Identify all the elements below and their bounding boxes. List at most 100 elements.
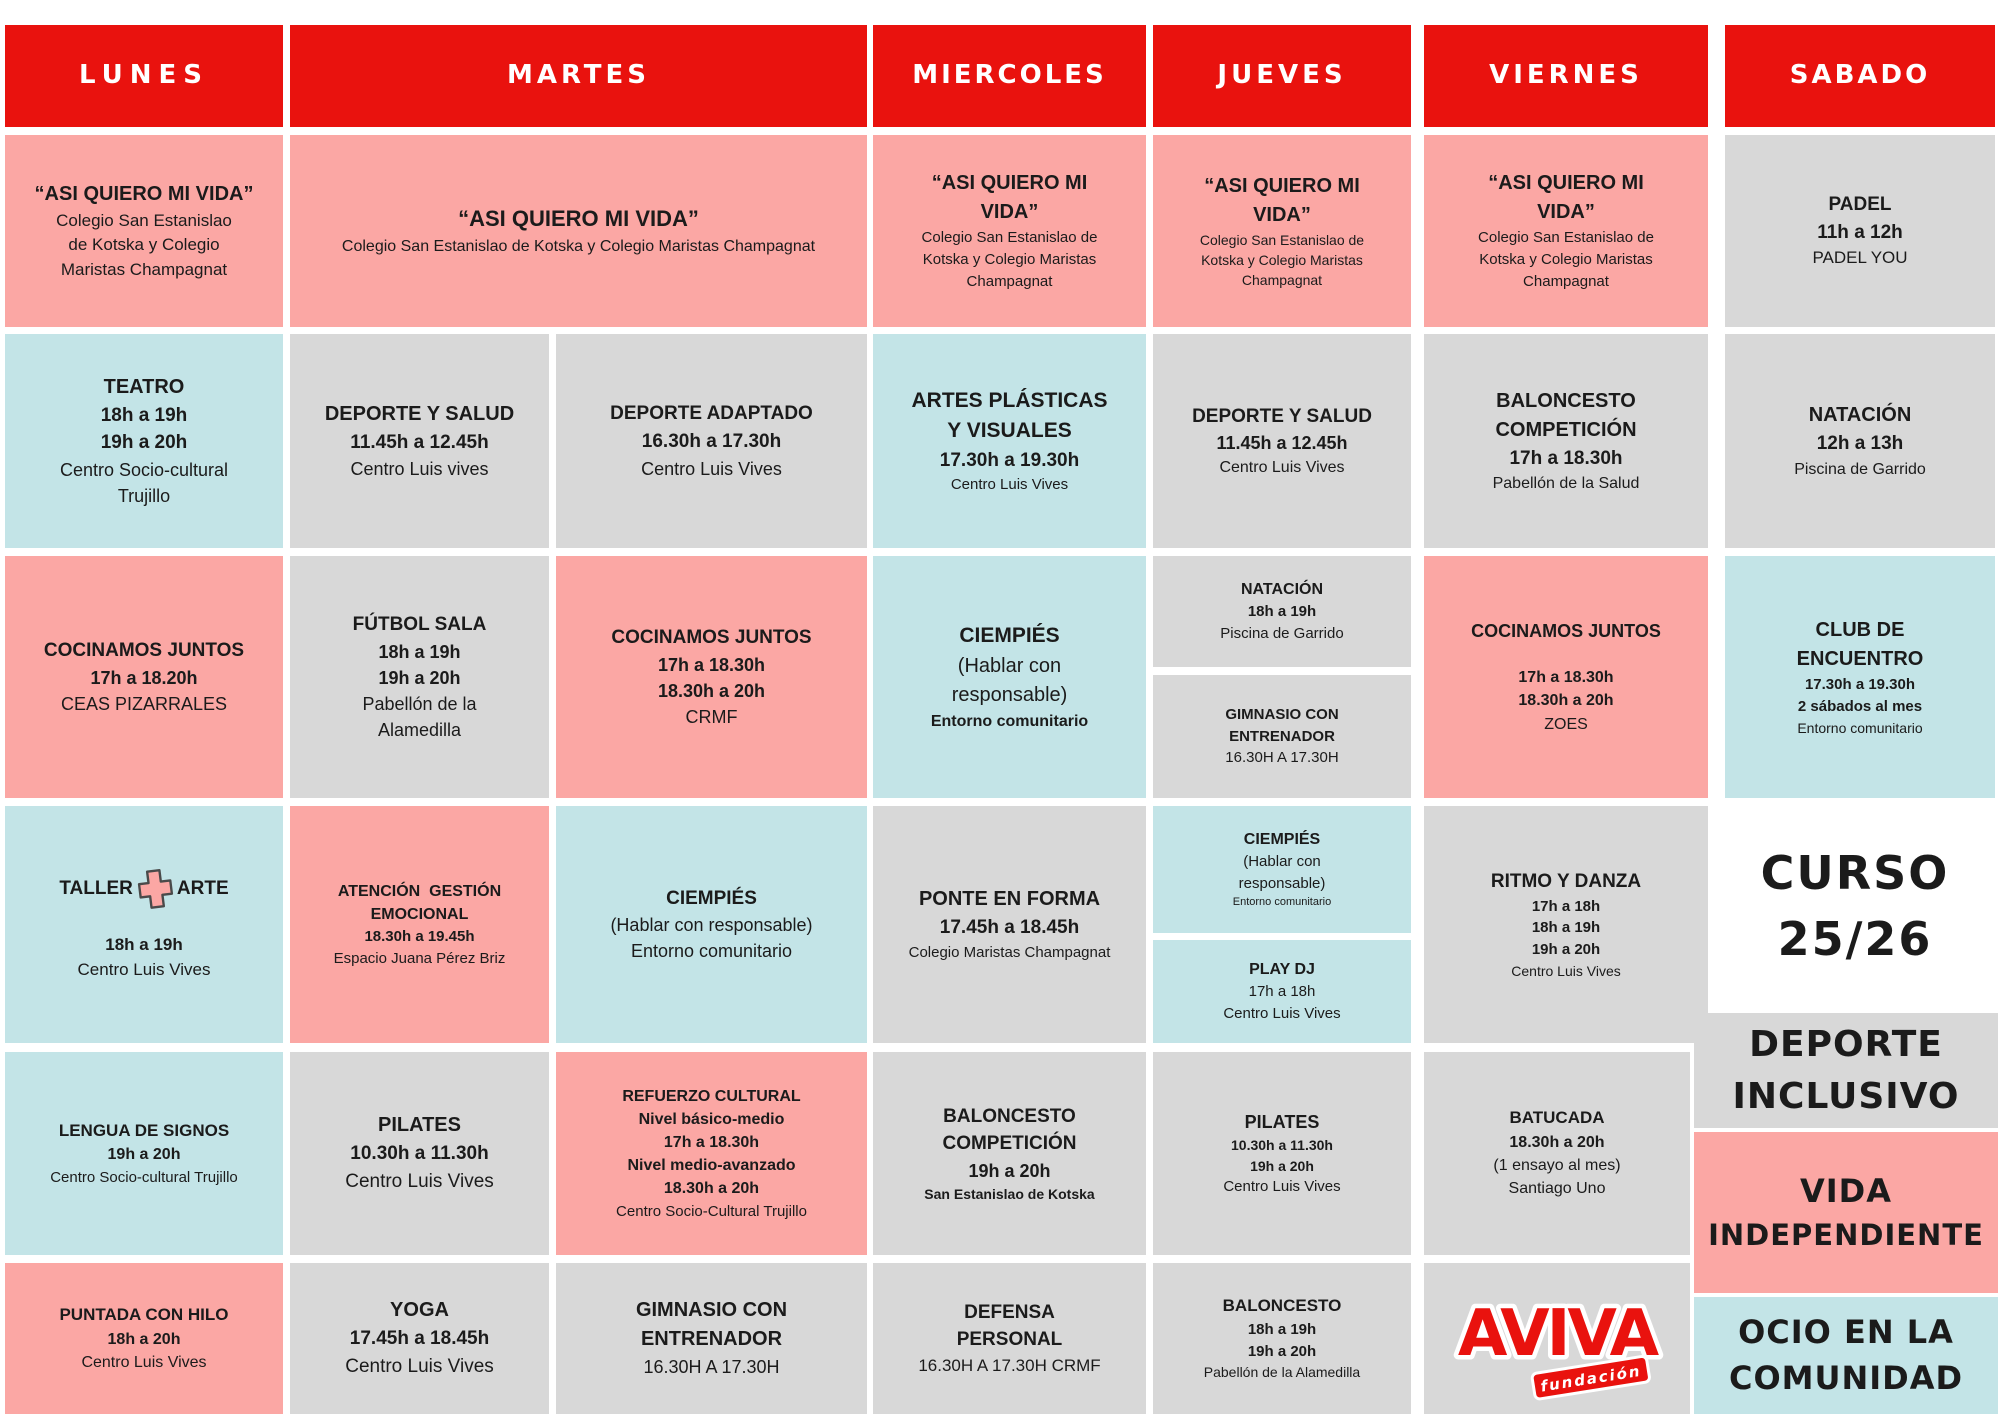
cell-r1-viernes-line-0: “ASI QUIERO MI (1488, 172, 1644, 195)
cell-r1-sabado-line-0: PADEL (1828, 194, 1892, 216)
cell-r2-martes-b-line-1: 16.30h a 17.30h (641, 430, 782, 452)
cell-r4-jueves-b-line-2: Centro Luis Vives (1223, 1005, 1341, 1023)
cell-r2-miercoles-line-1: Y VISUALES (947, 419, 1072, 443)
cell-r3-martes-a: FÚTBOL SALA 18h a 19h 19h a 20h Pabellón de… (290, 556, 549, 798)
cell-r1-lunes-line-0: “ASI QUIERO MI VIDA” (34, 182, 254, 205)
cell-r1-lunes-line-2: de Kotska y Colegio (68, 235, 220, 255)
cell-r3-miercoles-line-2: responsable) (951, 683, 1068, 706)
cell-r4-martes-a-line-3: Espacio Juana Pérez Briz (333, 949, 506, 967)
cell-r5-viernes: BATUCADA 18.30h a 20h (1 ensayo al mes) San… (1424, 1052, 1690, 1255)
cell-r3-jueves-b-line-1: ENTRENADOR (1229, 727, 1335, 745)
cell-r6-martes-b-line-0: GIMNASIO CON (635, 1299, 788, 1322)
cell-r2-sabado-line-2: Piscina de Garrido (1794, 460, 1926, 478)
legend-deporte-inclusivo: DEPORTE INCLUSIVO (1694, 1013, 1998, 1128)
cell-r2-viernes-line-2: 17h a 18.30h (1509, 447, 1623, 469)
cell-r2-viernes-line-3: Pabellón de la Salud (1492, 475, 1640, 493)
cell-r2-martes-b-line-2: Centro Luis Vives (641, 458, 782, 479)
cell-r5-viernes-line-2: (1 ensayo al mes) (1493, 1157, 1621, 1175)
cell-r3-miercoles-line-1: (Hablar con (957, 654, 1062, 677)
cell-r1-miercoles-line-2: Colegio San Estanislao de (921, 229, 1098, 247)
cell-r4-lunes-word-left: TALLER (59, 878, 133, 900)
cell-r1-lunes: “ASI QUIERO MI VIDA” Colegio San Estanisl… (5, 135, 283, 327)
header-jueves: JUEVES (1153, 25, 1411, 127)
cell-r4-jueves-a: CIEMPIÉS (Hablar con responsable) Entorno c… (1153, 806, 1411, 933)
cell-r4-lunes-line-0: TALLER ARTE (59, 867, 229, 911)
cell-r6-miercoles-line-2: 16.30H A 17.30H CRMF (918, 1355, 1101, 1375)
cell-r3-sabado-line-2: 17.30h a 19.30h (1804, 676, 1916, 694)
cell-r6-jueves-line-0: BALONCESTO (1222, 1296, 1342, 1316)
cell-r2-jueves-line-1: 11.45h a 12.45h (1216, 433, 1348, 454)
cell-r2-miercoles-line-3: Centro Luis Vives (950, 476, 1069, 494)
cell-r6-martes-b: GIMNASIO CON ENTRENADOR 16.30H A 17.30H (556, 1263, 867, 1414)
legend-ocio-comunidad-line-0: OCIO EN LA (1738, 1313, 1954, 1352)
legend-vida-independiente: VIDA INDEPENDIENTE (1694, 1132, 1998, 1293)
cell-r2-lunes-line-2: 19h a 20h (100, 432, 188, 454)
cell-r5-lunes: LENGUA DE SIGNOS 19h a 20h Centro Socio-cu… (5, 1052, 283, 1255)
cell-r5-viernes-line-3: Santiago Uno (1508, 1180, 1606, 1198)
cell-r5-martes-b-line-3: Nivel medio-avanzado (627, 1157, 796, 1175)
cell-r3-lunes-line-2: CEAS PIZARRALES (60, 693, 228, 714)
cell-r3-lunes: COCINAMOS JUNTOS 17h a 18.20h CEAS PIZARRA… (5, 556, 283, 798)
cell-r2-viernes-line-1: COMPETICIÓN (1495, 418, 1637, 441)
cell-r2-martes-b: DEPORTE ADAPTADO 16.30h a 17.30h Centro Lu… (556, 334, 867, 548)
cell-r5-martes-b-line-2: 17h a 18.30h (663, 1134, 760, 1152)
cell-r5-jueves-line-1: 10.30h a 11.30h (1231, 1137, 1333, 1154)
cell-r3-jueves-a-line-2: Piscina de Garrido (1220, 625, 1344, 643)
cell-r3-martes-b-line-0: COCINAMOS JUNTOS (611, 627, 812, 649)
header-viernes-line-0: VIERNES (1489, 60, 1643, 91)
cell-r4-jueves-a-line-3: Entorno comunitario (1232, 895, 1332, 908)
header-lunes: LUNES (5, 25, 283, 127)
cell-r1-lunes-line-3: Maristas Champagnat (60, 259, 228, 279)
header-miercoles-line-0: MIERCOLES (912, 60, 1107, 91)
cell-r6-lunes: PUNTADA CON HILO 18h a 20h Centro Luis Viv… (5, 1263, 283, 1414)
cell-r6-viernes-logo: AVIVA fundación (1424, 1263, 1690, 1414)
cell-r3-martes-a-line-4: Alamedilla (377, 719, 462, 740)
cell-r1-viernes: “ASI QUIERO MI VIDA” Colegio San Estanisla… (1424, 135, 1708, 327)
cell-r3-martes-a-line-2: 19h a 20h (378, 667, 461, 688)
aviva-fundacion-logo: AVIVA fundación (1437, 1275, 1677, 1403)
cell-r4-viernes-line-2: 18h a 19h (1531, 919, 1601, 937)
cell-r3-martes-a-line-3: Pabellón de la (362, 693, 477, 714)
cell-r6-martes-b-line-1: ENTRENADOR (640, 1328, 783, 1351)
legend-vida-independiente-line-1: INDEPENDIENTE (1708, 1217, 1984, 1252)
cell-r3-jueves-b-line-0: GIMNASIO CON (1225, 705, 1339, 723)
cell-r2-martes-a-line-0: DEPORTE Y SALUD (324, 402, 515, 425)
cell-r4-lunes-word-right: ARTE (176, 878, 229, 900)
cell-r1-viernes-line-2: Colegio San Estanislao de (1478, 229, 1654, 247)
cell-r1-martes-line-1: Colegio San Estanislao de Kotska y Coleg… (341, 238, 816, 256)
cell-r3-sabado-line-3: 2 sábados al mes (1797, 697, 1923, 715)
cell-r2-jueves: DEPORTE Y SALUD 11.45h a 12.45h Centro Lui… (1153, 334, 1411, 548)
cell-r3-martes-b-line-3: CRMF (685, 706, 738, 727)
cell-r4-jueves-b: PLAY DJ 17h a 18h Centro Luis Vives (1153, 940, 1411, 1043)
cell-r5-lunes-line-2: Centro Socio-cultural Trujillo (50, 1168, 238, 1186)
cell-r6-martes-b-line-2: 16.30H A 17.30H (643, 1357, 780, 1378)
header-martes: MARTES (290, 25, 867, 127)
cell-r6-jueves-line-2: 19h a 20h (1247, 1342, 1317, 1360)
cell-r5-martes-b-line-1: Nivel básico-medio (638, 1110, 785, 1128)
legend-vida-independiente-line-0: VIDA (1800, 1172, 1892, 1211)
cell-r5-martes-a: PILATES 10.30h a 11.30h Centro Luis Vives (290, 1052, 549, 1255)
cell-r4-lunes-line-2: Centro Luis Vives (77, 959, 211, 979)
legend-curso: CURSO 25/26 (1712, 802, 1998, 1011)
cell-r2-lunes-line-3: Centro Socio-cultural (59, 459, 229, 480)
cell-r1-miercoles-line-0: “ASI QUIERO MI (931, 172, 1088, 195)
cell-r4-jueves-a-line-1: (Hablar con (1243, 853, 1321, 871)
cell-r6-jueves-line-1: 18h a 19h (1247, 1320, 1317, 1338)
cell-r4-miercoles: PONTE EN FORMA 17.45h a 18.45h Colegio Mar… (873, 806, 1146, 1043)
cell-r6-martes-a-line-1: 17.45h a 18.45h (349, 1328, 490, 1350)
cell-r3-martes-a-line-0: FÚTBOL SALA (352, 614, 487, 636)
legend-ocio-comunidad: OCIO EN LA COMUNIDAD (1694, 1297, 1998, 1414)
cell-r3-lunes-line-1: 17h a 18.20h (90, 667, 198, 688)
cell-r5-viernes-line-1: 18.30h a 20h (1509, 1134, 1605, 1152)
cell-r4-viernes-line-1: 17h a 18h (1531, 897, 1601, 915)
cell-r1-martes: “ASI QUIERO MI VIDA” Colegio San Estanisl… (290, 135, 867, 327)
legend-ocio-comunidad-line-1: COMUNIDAD (1728, 1358, 1964, 1397)
cell-r4-jueves-b-line-1: 17h a 18h (1248, 983, 1316, 1001)
cell-r6-jueves: BALONCESTO 18h a 19h 19h a 20h Pabellón de … (1153, 1263, 1411, 1414)
cell-r4-jueves-b-line-0: PLAY DJ (1249, 961, 1315, 979)
cell-r6-jueves-line-3: Pabellón de la Alamedilla (1203, 1364, 1361, 1381)
cell-r5-lunes-line-0: LENGUA DE SIGNOS (58, 1120, 230, 1140)
cell-r4-lunes-line-1: 18h a 19h (105, 934, 183, 954)
cell-r6-miercoles-line-1: PERSONAL (956, 1329, 1063, 1351)
cell-r6-martes-a: YOGA 17.45h a 18.45h Centro Luis Vives (290, 1263, 549, 1414)
